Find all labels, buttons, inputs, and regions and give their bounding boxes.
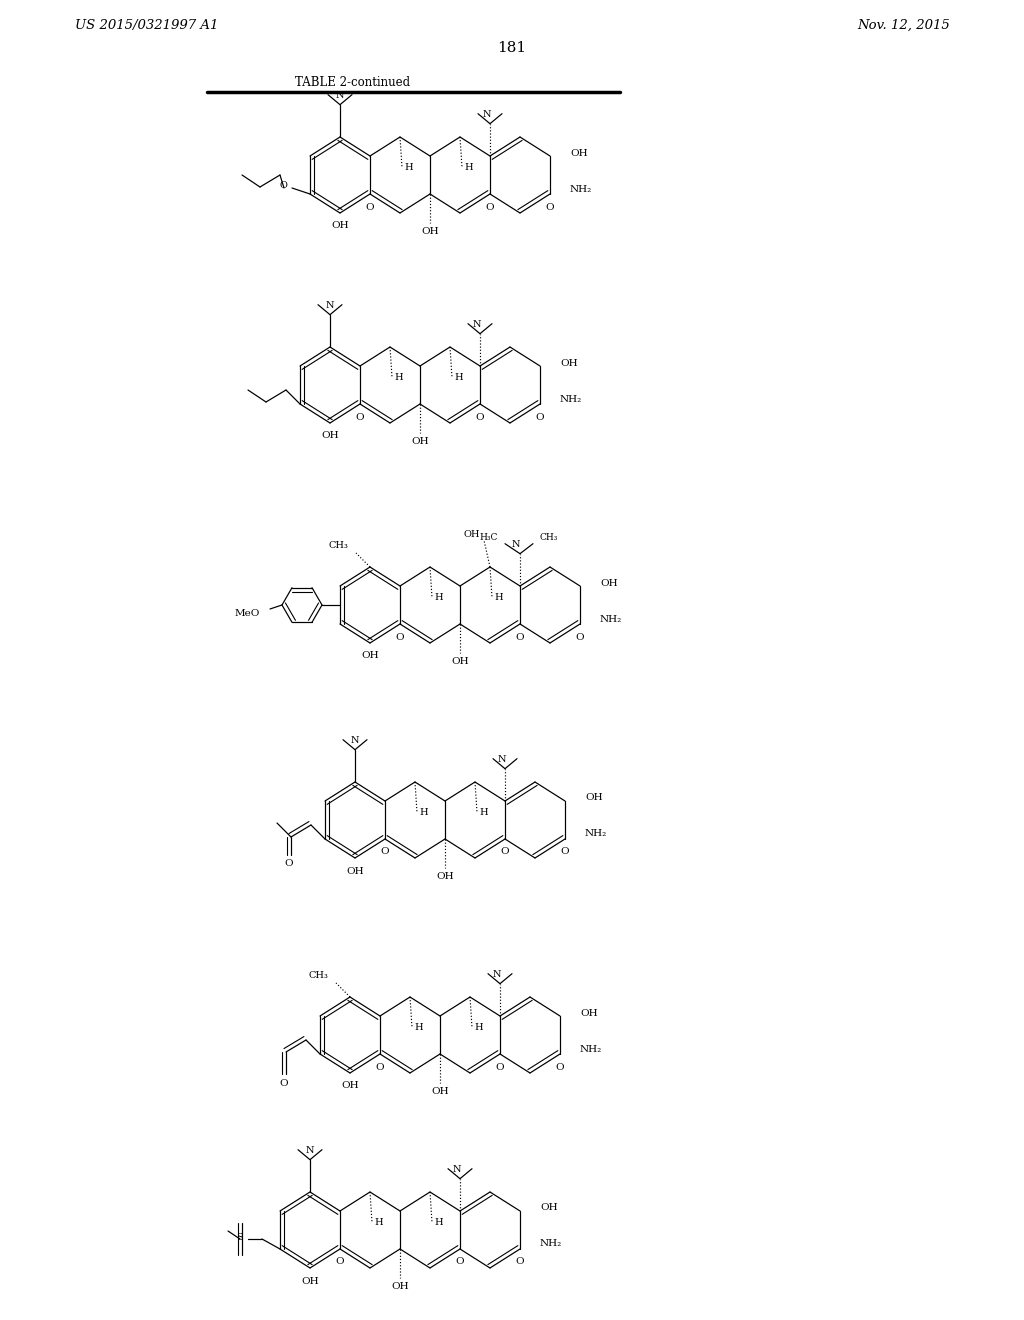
Text: O: O [280, 1080, 289, 1089]
Text: H: H [420, 808, 428, 817]
Text: CH₃: CH₃ [540, 533, 558, 543]
Text: N: N [453, 1164, 461, 1173]
Text: O: O [516, 632, 524, 642]
Text: H: H [434, 1218, 443, 1226]
Text: OH: OH [464, 529, 480, 539]
Text: OH: OH [412, 437, 429, 446]
Text: O: O [485, 202, 495, 211]
Text: OH: OH [436, 873, 454, 880]
Text: OH: OH [580, 1008, 598, 1018]
Text: OH: OH [421, 227, 439, 236]
Text: H: H [475, 1023, 483, 1032]
Text: N: N [326, 301, 334, 310]
Text: H: H [415, 1023, 423, 1032]
Text: N: N [336, 91, 344, 100]
Text: NH₂: NH₂ [585, 829, 607, 838]
Text: N: N [473, 319, 481, 329]
Text: OH: OH [341, 1081, 358, 1090]
Text: H: H [404, 162, 414, 172]
Text: OH: OH [570, 149, 588, 157]
Text: O: O [546, 202, 554, 211]
Text: H: H [495, 593, 504, 602]
Text: O: O [355, 412, 365, 421]
Text: O: O [395, 632, 404, 642]
Text: O: O [516, 1258, 524, 1266]
Text: OH: OH [301, 1276, 318, 1286]
Text: OH: OH [331, 222, 349, 231]
Text: 181: 181 [498, 41, 526, 55]
Text: US 2015/0321997 A1: US 2015/0321997 A1 [75, 18, 218, 32]
Text: O: O [366, 202, 375, 211]
Text: O: O [496, 1063, 504, 1072]
Text: H: H [394, 372, 403, 381]
Text: H: H [434, 593, 443, 602]
Text: N: N [493, 970, 502, 978]
Text: NH₂: NH₂ [580, 1044, 602, 1053]
Text: O: O [285, 859, 293, 869]
Text: S: S [237, 1233, 243, 1242]
Text: O: O [561, 847, 569, 857]
Text: OH: OH [560, 359, 578, 367]
Text: OH: OH [361, 652, 379, 660]
Text: O: O [556, 1063, 564, 1072]
Text: NH₂: NH₂ [600, 615, 623, 623]
Text: O: O [536, 412, 545, 421]
Text: NH₂: NH₂ [570, 185, 592, 194]
Text: CH₃: CH₃ [328, 540, 348, 549]
Text: N: N [512, 540, 520, 549]
Text: O: O [376, 1063, 384, 1072]
Text: O: O [476, 412, 484, 421]
Text: MeO: MeO [234, 609, 260, 618]
Text: O: O [456, 1258, 464, 1266]
Text: H: H [375, 1218, 383, 1226]
Text: O: O [501, 847, 509, 857]
Text: OH: OH [346, 866, 364, 875]
Text: OH: OH [600, 578, 617, 587]
Text: N: N [498, 755, 506, 764]
Text: Nov. 12, 2015: Nov. 12, 2015 [857, 18, 950, 32]
Text: CH₃: CH₃ [308, 970, 328, 979]
Text: NH₂: NH₂ [560, 395, 583, 404]
Text: TABLE 2-continued: TABLE 2-continued [295, 75, 411, 88]
Text: O: O [280, 181, 287, 190]
Text: N: N [482, 110, 492, 119]
Text: O: O [381, 847, 389, 857]
Text: OH: OH [540, 1204, 558, 1213]
Text: NH₂: NH₂ [540, 1239, 562, 1249]
Text: N: N [351, 735, 359, 744]
Text: H: H [479, 808, 488, 817]
Text: OH: OH [452, 657, 469, 667]
Text: H₃C: H₃C [479, 533, 498, 543]
Text: H: H [465, 162, 473, 172]
Text: OH: OH [322, 432, 339, 441]
Text: N: N [306, 1146, 314, 1155]
Text: O: O [575, 632, 585, 642]
Text: OH: OH [391, 1282, 409, 1291]
Text: OH: OH [585, 793, 603, 803]
Text: OH: OH [431, 1086, 449, 1096]
Text: O: O [336, 1258, 344, 1266]
Text: H: H [455, 372, 463, 381]
